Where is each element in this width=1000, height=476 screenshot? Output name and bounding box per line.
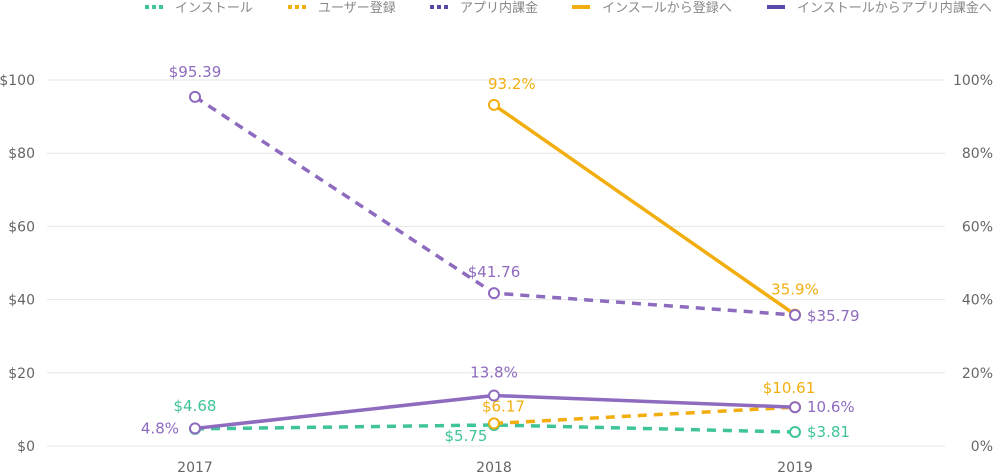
- data-point: [789, 309, 801, 322]
- data-point: [488, 417, 500, 430]
- right-tick-label: 20%: [962, 366, 993, 382]
- data-label: $4.68: [174, 397, 217, 415]
- x-tick-label: 2018: [476, 460, 512, 476]
- x-tick-label: 2019: [777, 460, 813, 476]
- data-label: $5.75: [445, 427, 488, 445]
- data-point: [488, 287, 500, 300]
- right-tick-label: 0%: [971, 439, 993, 455]
- series-line: [194, 95, 796, 317]
- legend-item[interactable]: ユーザー登録: [288, 1, 396, 16]
- data-point: [488, 98, 500, 111]
- right-tick-label: 100%: [953, 73, 993, 89]
- data-point: [488, 389, 500, 402]
- legend-label: インスールから登録へ: [602, 1, 732, 16]
- x-tick-label: 2017: [177, 460, 213, 476]
- legend-label: インストール: [175, 1, 253, 16]
- data-label: $6.17: [482, 397, 525, 415]
- legend-item[interactable]: アプリ内課金: [430, 0, 538, 16]
- left-tick-label: $40: [8, 293, 35, 309]
- data-label: $41.76: [468, 263, 521, 281]
- series-line: [492, 103, 797, 317]
- data-point: [189, 422, 201, 435]
- data-label: $95.39: [169, 63, 222, 81]
- data-point: [189, 90, 201, 103]
- data-label: $35.79: [807, 307, 860, 325]
- series-line: [493, 405, 796, 426]
- legend-item[interactable]: インストールからアプリ内課金へ: [767, 0, 992, 16]
- right-tick-label: 80%: [962, 146, 993, 162]
- legend-label: ユーザー登録: [318, 1, 396, 16]
- data-point: [789, 426, 801, 439]
- data-label: 10.6%: [807, 398, 855, 416]
- series-line: [194, 423, 796, 434]
- legend-item[interactable]: インスールから登録へ: [572, 1, 732, 16]
- left-tick-label: $100: [0, 73, 35, 89]
- legend-item[interactable]: インストール: [145, 1, 253, 16]
- data-label: 35.9%: [771, 281, 819, 299]
- left-tick-label: $80: [8, 146, 35, 162]
- data-point: [789, 401, 801, 414]
- data-label: 13.8%: [470, 363, 518, 381]
- legend-label: アプリ内課金: [460, 0, 538, 16]
- data-label: 93.2%: [488, 75, 536, 93]
- right-tick-label: 60%: [962, 219, 993, 235]
- left-tick-label: $20: [8, 366, 35, 382]
- legend-label: インストールからアプリ内課金へ: [797, 0, 992, 16]
- data-label: 4.8%: [141, 419, 179, 437]
- left-tick-label: $0: [17, 439, 35, 455]
- data-label: $10.61: [763, 379, 816, 397]
- data-label: $3.81: [807, 423, 850, 441]
- right-tick-label: 40%: [962, 293, 993, 309]
- left-tick-label: $60: [8, 219, 35, 235]
